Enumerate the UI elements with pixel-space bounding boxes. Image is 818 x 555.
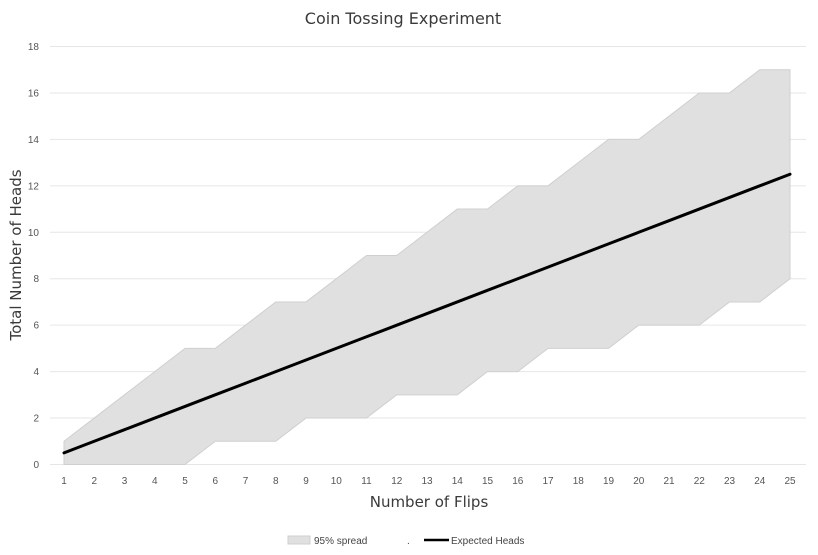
y-tick-label: 16 (28, 88, 40, 99)
spread-band (63, 69, 791, 465)
y-tick-label: 14 (28, 135, 40, 146)
x-tick-label: 13 (421, 476, 433, 487)
x-tick-label: 11 (361, 476, 372, 487)
x-tick-label: 12 (391, 476, 403, 487)
x-tick-labels: 1 2 3 4 5 6 7 8 9 10 11 12 13 14 15 16 17 18 19 20 21 22 23 24 2… (61, 476, 796, 487)
legend-label-expected: Expected Heads (451, 536, 524, 547)
legend-label-spread: 95% spread (314, 536, 367, 547)
x-tick-label: 7 (243, 476, 249, 487)
legend-band-swatch (287, 535, 311, 545)
chart-title: Coin Tossing Experiment (305, 9, 501, 28)
y-tick-label: 6 (33, 321, 39, 332)
y-axis-title: Total Number of Heads (7, 169, 25, 341)
y-tick-label: 18 (28, 42, 40, 53)
legend: 95% spread . Expected Heads (287, 535, 524, 547)
x-tick-label: 5 (182, 476, 188, 487)
x-tick-label: 19 (603, 476, 615, 487)
x-tick-label: 17 (542, 476, 554, 487)
y-tick-label: 2 (33, 414, 39, 425)
x-tick-label: 25 (784, 476, 796, 487)
x-tick-label: 8 (273, 476, 279, 487)
x-tick-label: 21 (663, 476, 675, 487)
x-tick-label: 20 (633, 476, 645, 487)
x-axis-title: Number of Flips (370, 493, 489, 511)
x-tick-label: 1 (61, 476, 67, 487)
x-tick-label: 2 (91, 476, 97, 487)
legend-label-dot: . (407, 536, 410, 547)
expected-line-layer (62, 172, 792, 455)
y-tick-label: 10 (28, 228, 40, 239)
x-tick-label: 15 (482, 476, 494, 487)
x-tick-label: 16 (512, 476, 524, 487)
x-tick-label: 6 (212, 476, 218, 487)
x-tick-label: 4 (152, 476, 158, 487)
expected-heads-line (62, 172, 792, 455)
x-tick-label: 18 (573, 476, 585, 487)
x-tick-label: 23 (724, 476, 736, 487)
x-tick-label: 3 (122, 476, 128, 487)
x-tick-label: 24 (754, 476, 766, 487)
spread-band-layer (63, 69, 791, 465)
y-tick-label: 0 (33, 460, 39, 471)
x-tick-label: 9 (303, 476, 309, 487)
x-tick-label: 10 (331, 476, 343, 487)
x-tick-label: 14 (452, 476, 464, 487)
y-tick-label: 4 (33, 367, 39, 378)
y-tick-label: 8 (33, 274, 39, 285)
x-tick-label: 22 (694, 476, 706, 487)
y-tick-labels: 0 2 4 6 8 10 12 14 16 18 (28, 42, 40, 471)
y-tick-label: 12 (28, 181, 40, 192)
